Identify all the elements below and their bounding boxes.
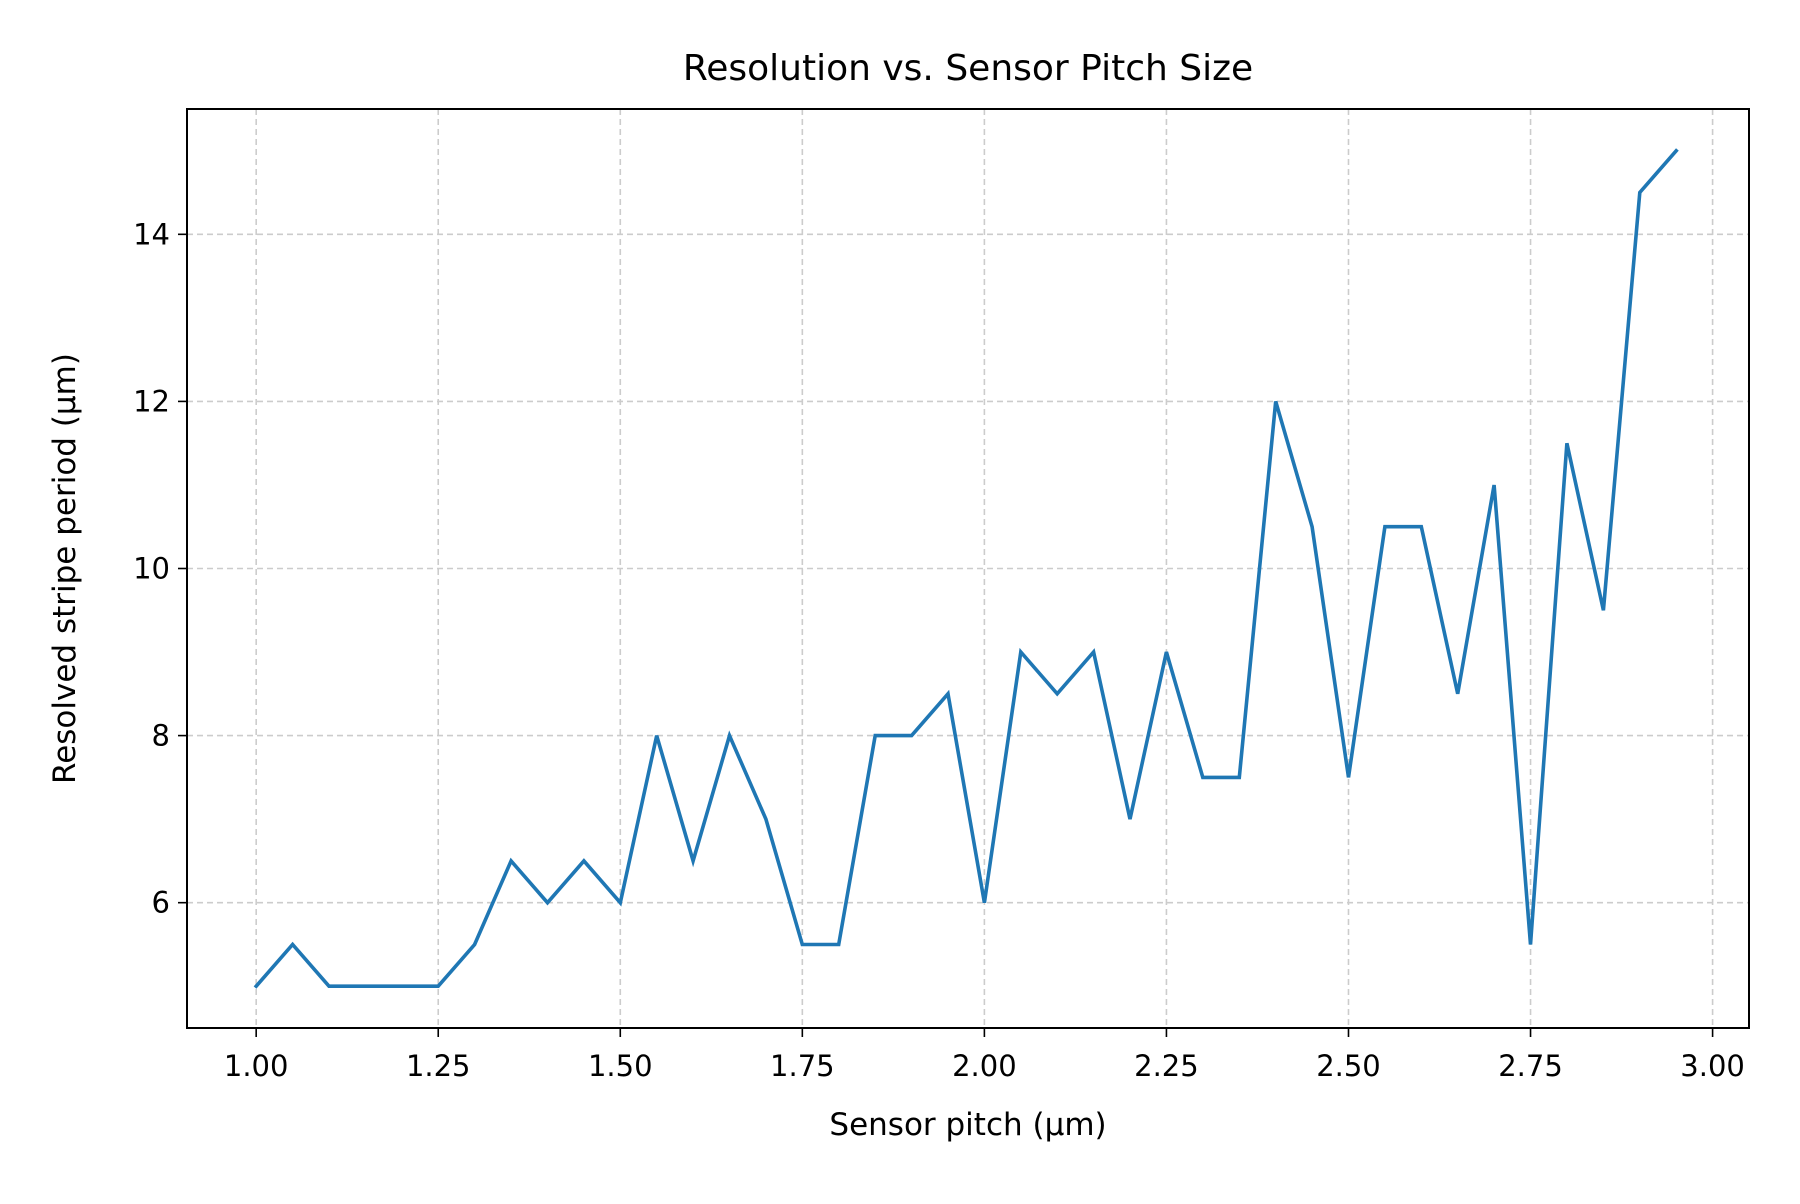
y-tick-label: 6 (152, 886, 170, 920)
y-tick-label: 8 (152, 719, 170, 753)
x-tick-label: 2.50 (1316, 1049, 1381, 1083)
y-tick-label: 12 (133, 384, 170, 418)
x-tick-label: 2.25 (1134, 1049, 1199, 1083)
y-tick-label: 14 (133, 217, 170, 251)
y-tick-label: 10 (133, 552, 170, 586)
x-tick-label: 3.00 (1680, 1049, 1745, 1083)
x-axis-label: Sensor pitch (µm) (829, 1107, 1106, 1143)
x-tick-label: 1.25 (406, 1049, 471, 1083)
x-tick-label: 1.75 (770, 1049, 835, 1083)
x-tick-label: 1.50 (588, 1049, 653, 1083)
y-axis-label: Resolved stripe period (µm) (47, 353, 83, 784)
series-layer (253, 148, 1679, 989)
x-tick-label: 1.00 (224, 1049, 289, 1083)
series-line (253, 148, 1679, 989)
x-tick-label: 2.75 (1498, 1049, 1563, 1083)
chart-title: Resolution vs. Sensor Pitch Size (683, 48, 1253, 89)
x-axis-ticks: 1.00 1.25 1.50 1.75 2.00 2.25 2.50 2.75 3.00 (224, 1028, 1745, 1083)
grid (187, 109, 1749, 1028)
x-tick-label: 2.00 (952, 1049, 1017, 1083)
y-axis-ticks: 6 8 10 12 14 (133, 217, 187, 920)
